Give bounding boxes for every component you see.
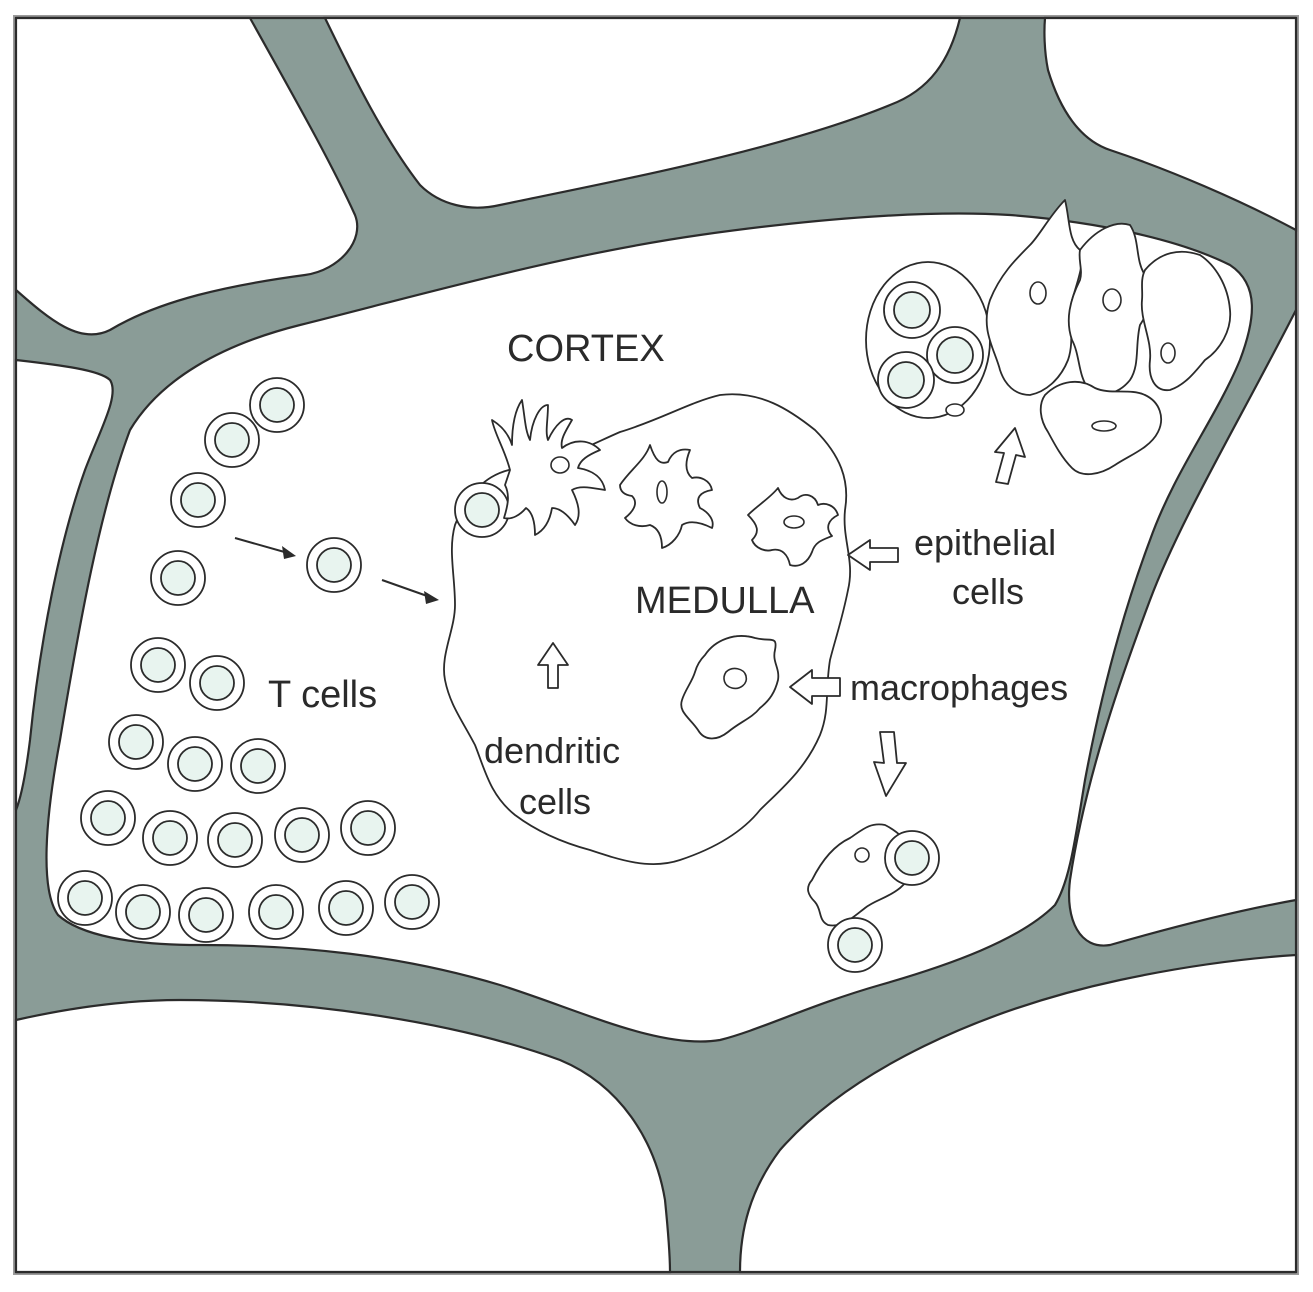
dendritic-cells-arrow	[537, 642, 569, 689]
neighbour-lobule-top-center	[323, 16, 962, 209]
thymic-corpuscle-cluster	[865, 261, 991, 419]
t-cell	[248, 884, 304, 940]
macrophage-medulla-nucleus	[723, 667, 748, 690]
t-cell	[189, 655, 245, 711]
t-cell	[178, 887, 234, 943]
epithelial-cluster-arrow	[994, 427, 1026, 485]
epithelial-cell-1-nucleus	[1029, 281, 1047, 305]
t-cell	[57, 870, 113, 926]
dendritic-cells-label-line1: dendritic	[484, 730, 620, 771]
cortex-label: CORTEX	[507, 328, 665, 370]
t-cell	[167, 736, 223, 792]
macrophage-adjacent-t-cell	[827, 917, 883, 973]
t-cell	[108, 714, 164, 770]
t-cell-cluster	[57, 377, 440, 943]
epithelial-cells-arrow	[847, 539, 899, 571]
migrating-t-cell	[306, 537, 362, 593]
macrophages-label: macrophages	[850, 667, 1068, 708]
dendritic-cell-2-nucleus	[656, 480, 668, 504]
migration-arrowhead-2	[424, 591, 439, 604]
macrophages-arrow	[789, 669, 841, 705]
neighbour-lobule-bottom-right	[738, 953, 1298, 1274]
figure-frame	[13, 15, 1299, 1275]
t-cell	[207, 812, 263, 868]
epithelial-cell-2-nucleus	[1102, 288, 1122, 312]
t-cell	[115, 884, 171, 940]
t-cell	[384, 874, 440, 930]
macrophage-engulfed-t-cell	[884, 830, 940, 886]
t-cell	[249, 377, 305, 433]
epithelial-cells-label-line2: cells	[952, 571, 1024, 612]
migration-arrow-2	[381, 579, 431, 598]
t-cell	[318, 880, 374, 936]
epithelial-cell-3-nucleus	[1160, 342, 1176, 364]
medulla-outline	[443, 393, 851, 866]
t-cells-label: T cells	[268, 674, 377, 716]
dendritic-cell-1	[491, 399, 606, 536]
corpuscle-nucleus	[945, 403, 965, 417]
t-cell	[170, 472, 226, 528]
t-cell	[230, 738, 286, 794]
t-cell	[340, 800, 396, 856]
dendritic-cell-1-nucleus	[550, 456, 570, 474]
macrophage-cluster-arrow	[873, 731, 907, 797]
t-cell	[130, 637, 186, 693]
macrophage-lower-nucleus	[854, 847, 870, 863]
t-cell	[274, 807, 330, 863]
epithelial-cell-4-nucleus	[1091, 420, 1117, 432]
t-cell	[150, 550, 206, 606]
neighbour-lobule-top-left	[14, 16, 359, 336]
neighbour-lobule-right	[1068, 309, 1298, 947]
migration-arrow-1	[234, 537, 289, 554]
epithelial-cells-label-line1: epithelial	[914, 522, 1056, 563]
corpuscle-cell	[926, 326, 984, 384]
dendritic-cells-label-line2: cells	[519, 781, 591, 822]
t-cell	[80, 790, 136, 846]
t-cell	[142, 810, 198, 866]
neighbour-lobule-bottom-left	[14, 998, 672, 1274]
medulla-label: MEDULLA	[635, 580, 815, 622]
corpuscle-cell	[877, 351, 935, 409]
migration-arrowhead-1	[282, 546, 296, 559]
t-cell	[204, 412, 260, 468]
t-cell-border	[454, 482, 510, 538]
neighbour-lobule-left	[14, 358, 114, 811]
neighbour-lobule-top-right	[1043, 16, 1298, 232]
corpuscle-cell	[883, 281, 941, 339]
dendritic-cell-3-nucleus	[783, 515, 805, 529]
